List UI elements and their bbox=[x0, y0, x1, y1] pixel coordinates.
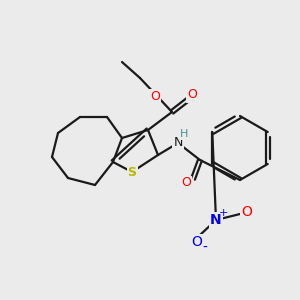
Text: O: O bbox=[181, 176, 191, 190]
Text: O: O bbox=[187, 88, 197, 101]
Text: N: N bbox=[173, 136, 183, 149]
Text: S: S bbox=[128, 166, 136, 178]
Text: O: O bbox=[150, 89, 160, 103]
Text: O: O bbox=[242, 205, 252, 219]
Text: H: H bbox=[180, 129, 188, 139]
Text: -: - bbox=[202, 241, 207, 255]
Text: +: + bbox=[218, 208, 228, 218]
Text: O: O bbox=[192, 235, 203, 249]
Text: N: N bbox=[210, 213, 222, 227]
